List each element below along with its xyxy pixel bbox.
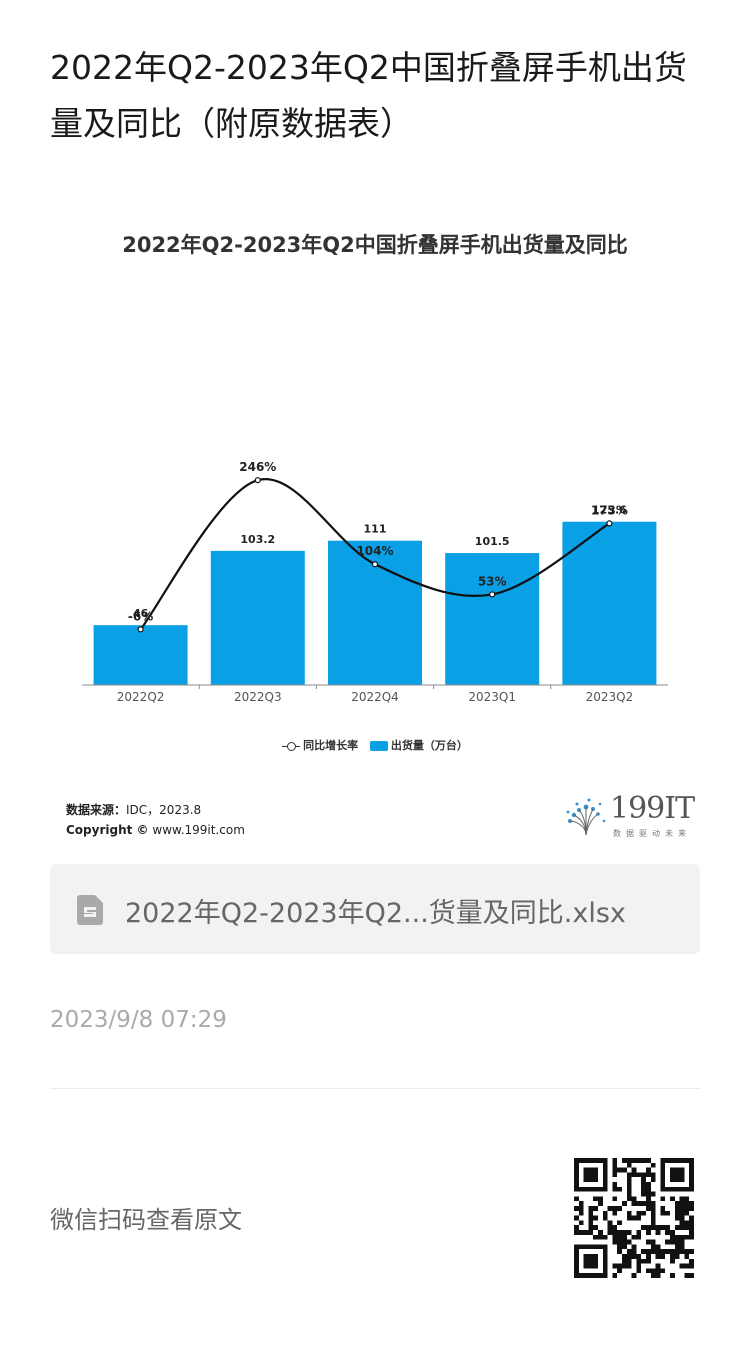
brand-logo: 199IT 数据驱动未来 — [560, 791, 700, 839]
publish-date: 2023/9/8 07:29 — [50, 1007, 227, 1033]
x-tick-2022Q3: 2022Q3 — [234, 690, 282, 704]
qr-code[interactable] — [574, 1158, 694, 1278]
bar-2023Q2 — [562, 521, 657, 685]
attachment-card[interactable]: 2022年Q2-2023年Q2...货量及同比.xlsx — [50, 864, 700, 954]
article-title: 2022年Q2-2023年Q2中国折叠屏手机出货量及同比（附原数据表） — [50, 48, 687, 143]
attachment-file-name[interactable]: 2022年Q2-2023年Q2...货量及同比.xlsx — [125, 898, 626, 929]
divider — [50, 1088, 700, 1089]
x-tick-2023Q2: 2023Q2 — [586, 690, 634, 704]
spreadsheet-file-icon — [77, 895, 103, 925]
line-label-2022Q2: -6% — [128, 609, 153, 623]
x-tick-2023Q1: 2023Q1 — [468, 690, 516, 704]
x-tick-2022Q4: 2022Q4 — [351, 690, 399, 704]
brand-logo-icon — [566, 798, 606, 836]
brand-logo-text: 199IT — [610, 791, 695, 826]
source-value: IDC，2023.8 — [126, 803, 202, 817]
bar-2022Q2 — [93, 625, 188, 685]
line-point-2022Q4 — [371, 561, 379, 568]
legend-bar-marker — [369, 741, 388, 751]
legend-line-marker — [282, 741, 301, 751]
x-axis: 2022Q2 2022Q3 2022Q4 2023Q1 2023Q2 — [82, 684, 668, 704]
line-label-2023Q2: 173% — [591, 503, 628, 517]
line-point-2023Q2 — [606, 520, 613, 527]
bar-label-2023Q2: 125.6 — [592, 504, 627, 517]
line-point-2022Q3 — [254, 477, 261, 484]
bar-label-2022Q3: 103.2 — [240, 533, 275, 546]
bar-label-2023Q1: 101.5 — [475, 535, 510, 548]
line-label-2022Q3: 246% — [239, 460, 276, 474]
source-label: 数据来源： — [66, 803, 127, 817]
line-label-2022Q4: 104% — [356, 544, 393, 558]
qr-modules — [574, 1158, 694, 1278]
legend-label-growth-rate: 同比增长率 — [303, 739, 359, 752]
copyright-value: www.199it.com — [152, 823, 245, 837]
chart-title: 2022年Q2-2023年Q2中国折叠屏手机出货量及同比 — [122, 233, 628, 257]
growth-rate-line — [139, 478, 610, 631]
chart-legend: 同比增长率 出货量（万台） — [50, 737, 700, 753]
chart-source: 数据来源：IDC，2023.8 Copyright © www.199it.co… — [66, 800, 245, 840]
bar-label-2022Q4: 111 — [364, 523, 387, 536]
bar-2023Q1 — [445, 553, 540, 685]
line-label-2023Q1: 53% — [478, 574, 507, 588]
line-point-2022Q2 — [137, 626, 144, 633]
line-point-2023Q1 — [489, 591, 496, 598]
legend-item-shipments: 出货量（万台） — [369, 737, 468, 753]
bar-label-2022Q2: 46 — [133, 607, 149, 620]
line-layer: -6% 246% 104% 53% 173% — [128, 460, 628, 633]
chart-image: 46 103.2 111 101.5 125.6 -6% 246% 104% 53% 173% … — [50, 205, 700, 855]
legend-label-shipments: 出货量（万台） — [390, 739, 468, 752]
bars-layer: 46 103.2 111 101.5 125.6 — [93, 504, 657, 685]
scan-prompt: 微信扫码查看原文 — [50, 1206, 242, 1234]
brand-logo-subtext: 数据驱动未来 — [613, 829, 691, 838]
x-tick-2022Q2: 2022Q2 — [117, 690, 165, 704]
copyright-label: Copyright © — [66, 823, 149, 837]
bar-2022Q3 — [210, 550, 305, 685]
legend-item-growth-rate: 同比增长率 — [282, 737, 358, 753]
